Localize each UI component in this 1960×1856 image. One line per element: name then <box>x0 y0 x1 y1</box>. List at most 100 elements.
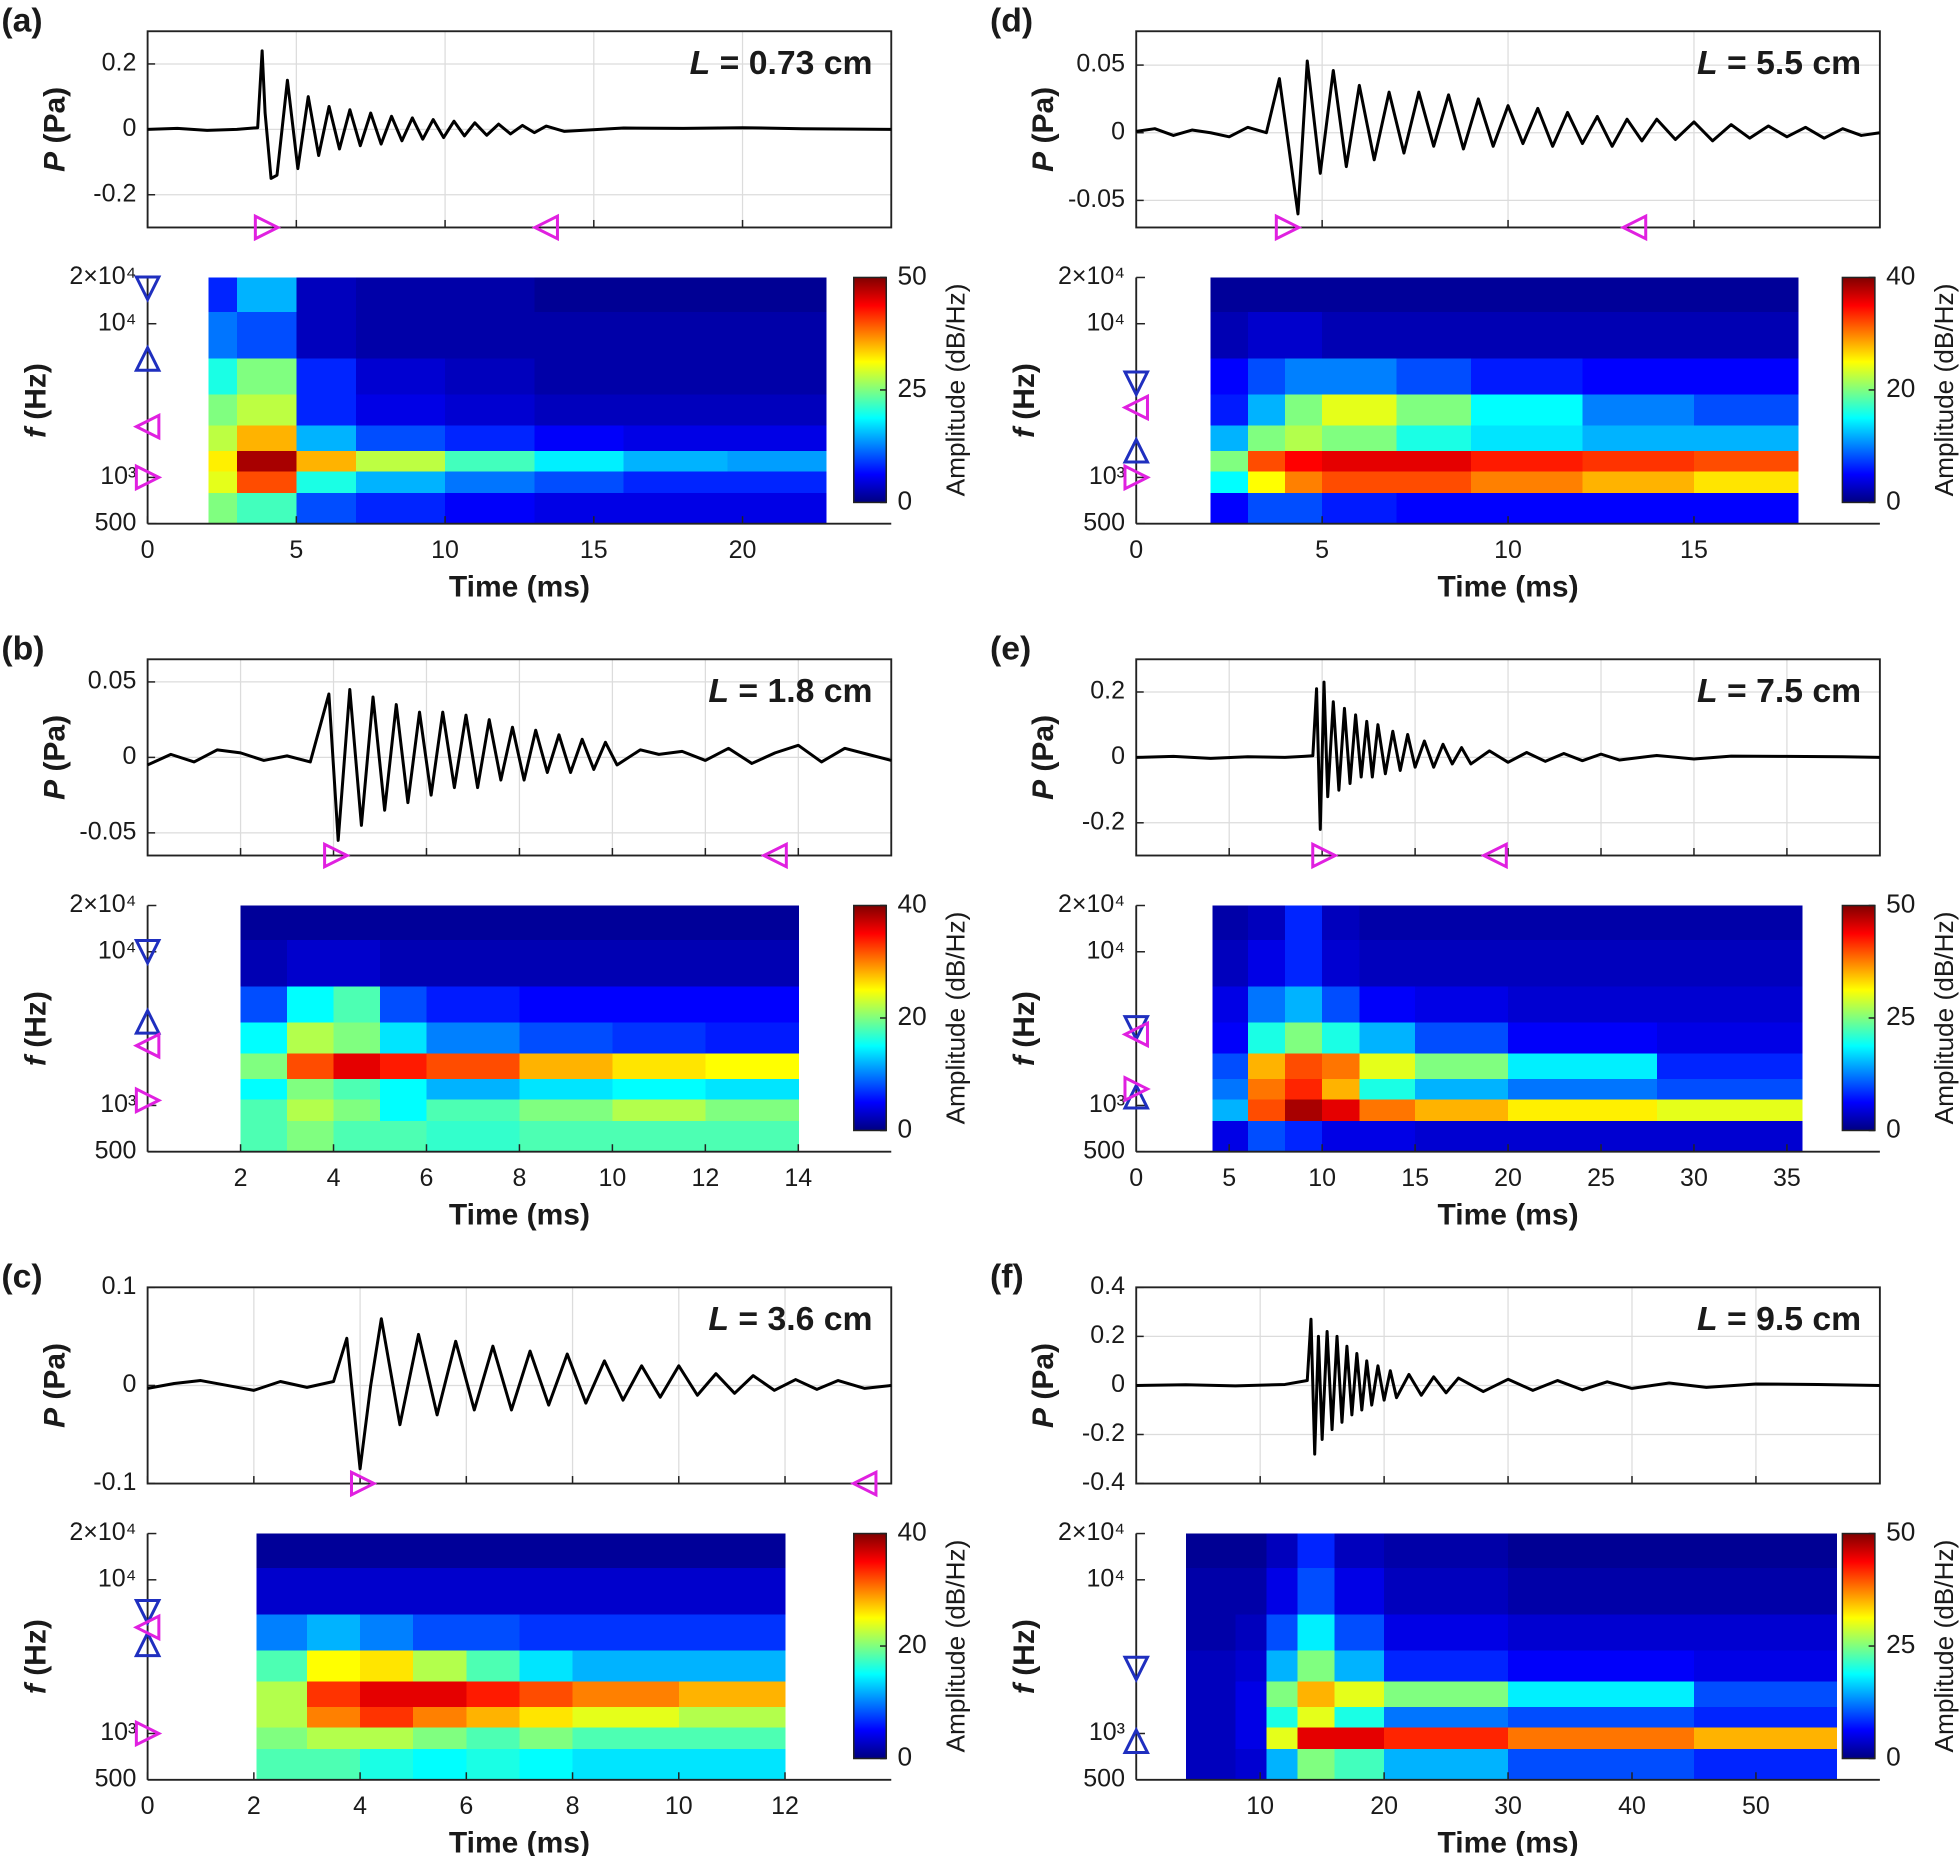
x-axis-label: Time (ms) <box>1438 1199 1579 1232</box>
spectrogram-cell <box>534 424 625 451</box>
spectrogram-cell <box>1582 393 1695 426</box>
spectrogram-cell <box>208 492 238 525</box>
spectrogram-cell <box>1322 471 1398 493</box>
spectrogram-cell <box>1284 985 1323 1023</box>
spectrogram-cell <box>208 393 238 426</box>
spectrogram-cell <box>1693 311 1799 359</box>
spectrogram-cell <box>1247 985 1286 1023</box>
spectrogram-cell <box>1210 393 1249 426</box>
italic-symbol: P <box>38 779 71 800</box>
colorbar-tick-label: 20 <box>898 1001 927 1031</box>
spectrogram-cell <box>519 1613 574 1651</box>
panel-label: (c) <box>1 1257 42 1295</box>
spectrogram-cell <box>1359 1120 1416 1153</box>
frequency-marker <box>133 1598 162 1627</box>
time-window-marker <box>1274 213 1303 242</box>
spectrogram-cell <box>534 393 625 426</box>
label-rest: (Pa) <box>1027 715 1060 780</box>
spectrogram-cell <box>236 311 297 359</box>
y-tick-label: 10³ <box>1089 1090 1125 1118</box>
spectrogram-cell <box>1693 1727 1837 1749</box>
label-rest: (Hz) <box>1008 363 1041 428</box>
colorbar-label: Amplitude (dB/Hz) <box>1929 1540 1959 1753</box>
italic-symbol: f <box>1008 1681 1041 1694</box>
y-tick-label: 500 <box>95 1764 137 1792</box>
italic-symbol: L <box>708 1300 729 1338</box>
spectrogram-cell <box>678 1613 786 1651</box>
spectrogram-cell <box>1359 985 1416 1023</box>
spectrogram-cell <box>1212 1099 1249 1121</box>
spectrogram-cell <box>240 1078 288 1100</box>
y-tick-label: 500 <box>95 508 137 536</box>
spectrogram-cell <box>256 1680 308 1707</box>
x-tick-label: 40 <box>1618 1792 1646 1820</box>
spectrogram-cell <box>1297 1706 1336 1728</box>
frequency-marker <box>1121 393 1149 422</box>
spectrogram-cell <box>256 1706 308 1728</box>
spectrogram-cell <box>306 1680 361 1707</box>
spectrogram-cell <box>380 905 427 941</box>
spectrogram-cell <box>1297 1533 1336 1569</box>
spectrogram-cell <box>1470 311 1583 359</box>
y-tick-label: 2×10⁴ <box>1058 1518 1125 1546</box>
spectrogram-cell <box>1247 1078 1286 1100</box>
spectrogram-cell <box>612 1078 706 1100</box>
spectrogram-cell <box>519 1727 574 1749</box>
spectrogram-cell <box>1396 311 1472 359</box>
annotation: L = 1.8 cm <box>708 672 872 710</box>
spectrogram-cell <box>240 1099 288 1121</box>
x-tick-label: 20 <box>1494 1164 1522 1192</box>
spectrogram-cell <box>572 1649 680 1682</box>
italic-symbol: f <box>20 425 53 438</box>
spectrogram-cell <box>1384 1613 1509 1651</box>
x-tick-label: 5 <box>289 536 303 564</box>
spectrogram-cell <box>612 905 706 941</box>
y-tick-label: -0.4 <box>1082 1468 1125 1496</box>
spectrogram-cell <box>1212 1078 1249 1100</box>
spectrogram-cell <box>1185 1533 1236 1569</box>
frequency-marker <box>1122 370 1150 398</box>
spectrogram-cell <box>380 1120 427 1153</box>
colorbar-tick-label: 0 <box>898 1741 913 1771</box>
y-axis-label: f (Hz) <box>20 363 53 438</box>
spectrogram-cell <box>572 1533 680 1569</box>
x-tick-label: 15 <box>1401 1164 1429 1192</box>
x-tick-label: 0 <box>141 536 155 564</box>
italic-symbol: L <box>1697 44 1718 82</box>
x-axis-label: Time (ms) <box>449 1199 590 1232</box>
spectrogram-cell <box>426 985 520 1023</box>
frequency-marker <box>133 1031 161 1060</box>
time-window-marker <box>323 841 351 870</box>
spectrogram-cell <box>1247 393 1286 426</box>
spectrogram-cell <box>1266 1706 1298 1728</box>
spectrogram-cell <box>1396 492 1472 525</box>
spectrogram-cell <box>1235 1567 1267 1615</box>
spectrogram-cell <box>306 1649 361 1682</box>
spectrogram-cell <box>1322 277 1398 313</box>
spectrogram-cell <box>413 1613 467 1651</box>
spectrogram-cell <box>1322 1021 1360 1054</box>
colorbar-tick-label: 40 <box>1886 260 1915 290</box>
spectrogram-cell <box>413 1680 467 1707</box>
colorbar-tick-label: 20 <box>1886 373 1915 403</box>
spectrogram-cell <box>1359 1078 1416 1100</box>
colorbar-tick-label: 25 <box>1886 1001 1915 1031</box>
spectrogram-cell <box>1508 939 1658 987</box>
spectrogram-cell <box>1508 1649 1695 1682</box>
x-tick-label: 12 <box>771 1792 799 1820</box>
spectrogram-cell <box>1415 905 1509 941</box>
y-tick-label: 0 <box>1111 1370 1125 1398</box>
x-tick-label: 8 <box>512 1164 526 1192</box>
spectrogram-cell <box>208 450 238 472</box>
spectrogram-cell <box>534 357 625 395</box>
spectrogram-cell <box>519 1533 574 1569</box>
spectrogram-cell <box>1508 1613 1695 1651</box>
spectrogram-cell <box>1322 985 1360 1023</box>
y-axis-label: f (Hz) <box>20 1619 53 1694</box>
spectrogram-cell <box>333 985 381 1023</box>
spectrogram-cell <box>360 1533 414 1569</box>
x-tick-label: 35 <box>1773 1164 1801 1192</box>
spectrogram-cell <box>1384 1567 1509 1615</box>
x-tick-label: 15 <box>580 536 608 564</box>
